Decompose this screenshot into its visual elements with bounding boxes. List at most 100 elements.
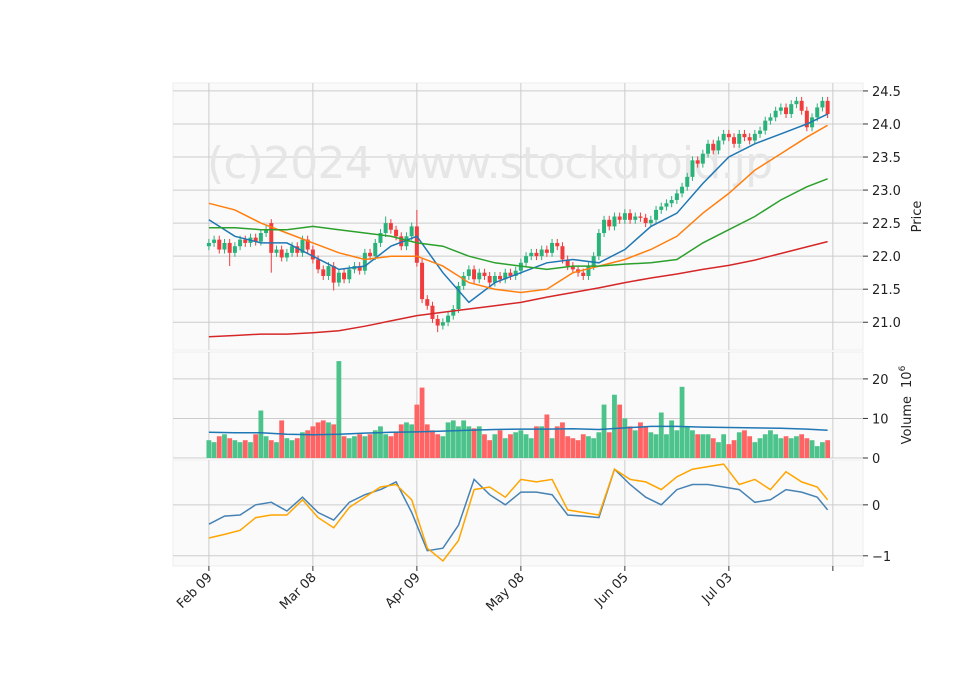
candle-body: [596, 233, 601, 257]
volume-bar: [638, 422, 643, 458]
candle-body: [685, 176, 690, 187]
candle-body: [674, 193, 679, 200]
volume-bar: [768, 430, 773, 458]
volume-bar: [580, 434, 586, 458]
watermark: (c)2024 www.stockdroid.jp: [207, 138, 773, 189]
candle-body: [633, 216, 638, 220]
volume-bar: [336, 361, 342, 458]
candle-body: [238, 239, 243, 247]
y-tick-label: 0: [872, 452, 880, 467]
candle-body: [206, 242, 211, 247]
candle-body: [648, 219, 653, 224]
volume-bar: [409, 424, 415, 458]
candle-body: [264, 229, 269, 234]
x-tick-label: Feb 09: [174, 570, 216, 612]
y-axis-label-text: Price: [910, 201, 925, 233]
y-axis-label: Volume 106: [898, 365, 915, 444]
candle-body: [232, 246, 237, 253]
volume-bar: [518, 430, 524, 458]
volume-bar: [528, 438, 534, 458]
candle-body: [373, 242, 378, 257]
candle-body: [794, 100, 799, 105]
line-series: [208, 463, 829, 562]
volume-bar: [591, 438, 597, 458]
volume-bar: [773, 434, 779, 458]
candle-body: [243, 239, 248, 243]
volume-bar: [549, 438, 555, 458]
candle-body: [622, 213, 627, 220]
volume-bar: [710, 438, 716, 458]
candle-body: [550, 242, 555, 253]
candle-body: [799, 100, 804, 111]
candle-body: [680, 186, 685, 194]
panel-background: [172, 459, 864, 567]
candle-body: [368, 252, 373, 257]
candle-body: [544, 249, 549, 253]
candle-body: [274, 249, 279, 253]
candle-body: [524, 256, 529, 263]
candle-body: [446, 315, 451, 323]
volume-bar: [825, 440, 831, 458]
candle-body: [778, 107, 783, 111]
candle-body: [290, 246, 295, 253]
volume-bar: [352, 436, 357, 458]
panel-background: [172, 82, 864, 351]
y-tick-label: 23.5: [872, 151, 901, 166]
line-series: [208, 425, 828, 436]
volume-bar: [430, 430, 435, 458]
candle-body: [529, 252, 534, 257]
volume-bar: [216, 436, 222, 458]
volume-bar: [762, 434, 768, 458]
volume-bar: [211, 442, 217, 458]
volume-bar: [705, 434, 711, 458]
volume-bar: [726, 444, 732, 458]
volume-bar: [586, 436, 591, 458]
volume-bar: [284, 438, 290, 458]
volume-bar: [606, 432, 612, 458]
volume-bar: [357, 434, 363, 458]
y-tick-label: 23.0: [872, 184, 901, 199]
candle-body: [716, 140, 721, 151]
volume-bar: [310, 426, 316, 458]
candle-body: [456, 285, 461, 310]
volume-bar: [471, 428, 477, 458]
volume-bar: [731, 440, 737, 458]
candle-body: [789, 104, 794, 115]
candle-body: [409, 226, 414, 237]
candle-body: [768, 117, 773, 121]
candle-body: [773, 110, 778, 118]
line-series: [208, 240, 828, 338]
candle-body: [815, 107, 820, 118]
volume-bar: [653, 434, 659, 458]
volume-bar: [456, 426, 461, 458]
volume-bar: [404, 422, 409, 458]
y-tick-label: 21.5: [872, 283, 901, 298]
x-tick-label: May 08: [483, 570, 527, 614]
x-tick-label: Jul 03: [699, 570, 736, 607]
candle-body: [284, 252, 289, 258]
candle-body: [347, 269, 352, 280]
volume-bar: [492, 434, 498, 458]
volume-bar: [242, 440, 248, 458]
volume-bar: [232, 440, 238, 458]
candle-body: [700, 153, 705, 164]
x-tick-label: Jun 05: [591, 570, 631, 610]
candle-body: [227, 242, 232, 253]
volume-bar: [466, 426, 472, 458]
y-tick-label: 22.0: [872, 250, 901, 265]
y-tick-label: 22.5: [872, 217, 901, 232]
candle-body: [461, 275, 466, 286]
line-series: [208, 467, 829, 552]
volume-bar: [508, 434, 513, 458]
volume-bar: [393, 432, 399, 458]
candle-body: [820, 100, 825, 108]
volume-bar: [809, 440, 815, 458]
candle-body: [342, 272, 347, 280]
x-tick-label: Apr 09: [383, 570, 424, 611]
volume-bar: [300, 432, 305, 458]
volume-bar: [450, 420, 456, 458]
candle-body: [300, 239, 305, 253]
candle-body: [316, 259, 321, 270]
candle-body: [825, 100, 830, 115]
candle-body: [711, 143, 716, 151]
